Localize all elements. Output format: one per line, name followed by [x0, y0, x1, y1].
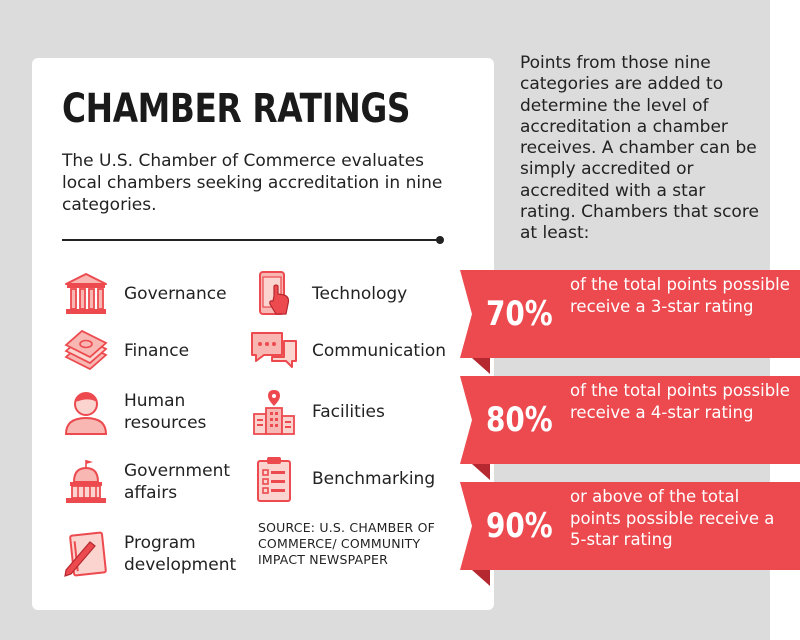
category-label: Governance: [124, 284, 227, 304]
category-program-development: Program development: [62, 530, 244, 578]
rating-banner-4-star: 80% of the total points possible receive…: [460, 376, 800, 480]
money-stack-icon: [64, 329, 108, 371]
checklist-clipboard-icon: [257, 457, 291, 502]
rating-percent: 90%: [486, 506, 553, 546]
category-government-affairs: Government affairs: [62, 458, 234, 506]
intro-text: The U.S. Chamber of Commerce evaluates l…: [62, 151, 443, 215]
category-technology: Technology: [250, 270, 407, 318]
chat-bubbles-icon: [251, 332, 297, 368]
rating-percent: 70%: [486, 294, 553, 334]
rating-banner-3-star: 70% of the total points possible receive…: [460, 270, 800, 374]
category-label: Human resources: [124, 391, 207, 433]
rating-text: or above of the total points possible re…: [570, 487, 775, 549]
notebook-pen-icon: [64, 531, 107, 577]
category-label: Benchmarking: [312, 469, 436, 489]
banner-shape: [460, 482, 800, 586]
category-governance: Governance: [62, 270, 227, 318]
category-human-resources: Human resources: [62, 388, 224, 436]
page-title: CHAMBER RATINGS: [62, 86, 411, 132]
rating-text: of the total points possible receive a 3…: [570, 275, 790, 316]
category-benchmarking: Benchmarking: [250, 455, 435, 503]
office-building-icon: [253, 390, 295, 435]
bank-building-icon: [65, 273, 107, 314]
category-label: Facilities: [312, 402, 385, 422]
person-icon: [64, 392, 108, 435]
banner-shape: [460, 376, 800, 480]
banner-shape: [460, 270, 800, 374]
capitol-dome-icon: [66, 460, 106, 503]
side-description: Points from those nine categories are ad…: [520, 53, 759, 244]
category-facilities: Facilities: [250, 388, 385, 436]
category-label: Technology: [312, 284, 408, 304]
divider-dot: [436, 236, 444, 244]
category-label: Finance: [124, 341, 190, 361]
rating-banner-5-star: 90% or above of the total points possibl…: [460, 482, 800, 586]
category-label: Program development: [124, 533, 237, 575]
category-label: Communication: [312, 341, 446, 361]
divider-line: [62, 239, 440, 241]
rating-text: of the total points possible receive a 4…: [570, 381, 790, 422]
category-label: Government affairs: [124, 461, 231, 503]
category-finance: Finance: [62, 327, 189, 375]
category-communication: Communication: [250, 327, 446, 375]
rating-percent: 80%: [486, 400, 553, 440]
smartphone-touch-icon: [259, 271, 290, 315]
source-note: SOURCE: U.S. CHAMBER OF COMMERCE/ COMMUN…: [258, 520, 436, 567]
